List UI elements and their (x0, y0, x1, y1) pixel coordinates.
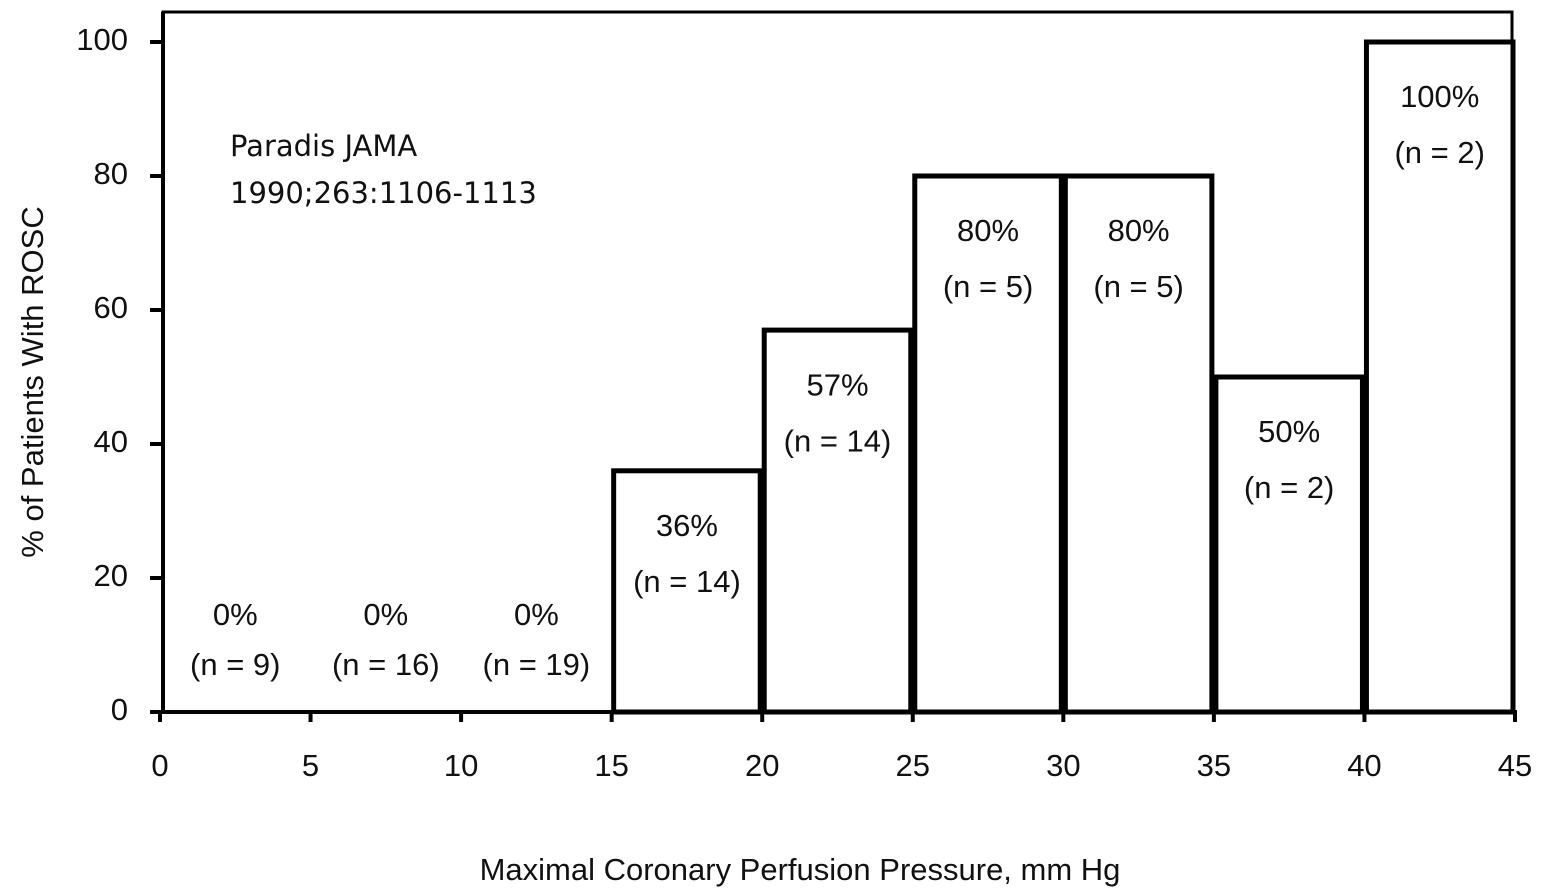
value-label: 0% (213, 597, 258, 632)
count-label: (n = 2) (1394, 135, 1484, 170)
count-label: (n = 5) (943, 269, 1033, 304)
x-axis-label: Maximal Coronary Perfusion Pressure, mm … (480, 852, 1121, 887)
annotation: 1990;263:1106-1113 (230, 176, 537, 210)
y-tick-label: 0 (111, 692, 128, 727)
annotation: Paradis JAMA (230, 129, 417, 163)
bar (1213, 374, 1365, 715)
x-tick-label: 30 (1046, 748, 1080, 783)
value-label: 100% (1400, 79, 1479, 114)
value-label: 50% (1258, 414, 1320, 449)
x-tick-label: 45 (1498, 748, 1532, 783)
count-label: (n = 14) (633, 564, 741, 599)
bar (912, 173, 1064, 715)
x-tick-label: 25 (896, 748, 930, 783)
bar (1363, 39, 1516, 715)
y-tick-label: 40 (94, 424, 128, 459)
count-label: (n = 2) (1244, 470, 1334, 505)
value-label: 36% (656, 508, 718, 543)
x-tick-label: 15 (594, 748, 628, 783)
y-axis-label: % of Patients With ROSC (15, 206, 50, 557)
value-label: 0% (514, 597, 559, 632)
x-tick-label: 10 (444, 748, 478, 783)
count-label: (n = 5) (1093, 269, 1183, 304)
x-tick-label: 35 (1197, 748, 1231, 783)
bar (1062, 173, 1215, 715)
value-label: 57% (806, 367, 868, 402)
count-label: (n = 16) (332, 647, 440, 682)
y-tick-label: 20 (94, 558, 128, 593)
x-tick-label: 0 (151, 748, 168, 783)
x-tick-label: 5 (302, 748, 319, 783)
y-tick-label: 80 (94, 156, 128, 191)
count-label: (n = 14) (784, 423, 892, 458)
count-label: (n = 9) (190, 647, 280, 682)
y-tick-label: 60 (94, 290, 128, 325)
count-label: (n = 19) (483, 647, 591, 682)
value-label: 80% (1108, 213, 1170, 248)
value-label: 80% (957, 213, 1019, 248)
value-label: 0% (363, 597, 408, 632)
x-tick-label: 40 (1347, 748, 1381, 783)
x-tick-label: 20 (745, 748, 779, 783)
y-tick-label: 100 (76, 22, 128, 57)
